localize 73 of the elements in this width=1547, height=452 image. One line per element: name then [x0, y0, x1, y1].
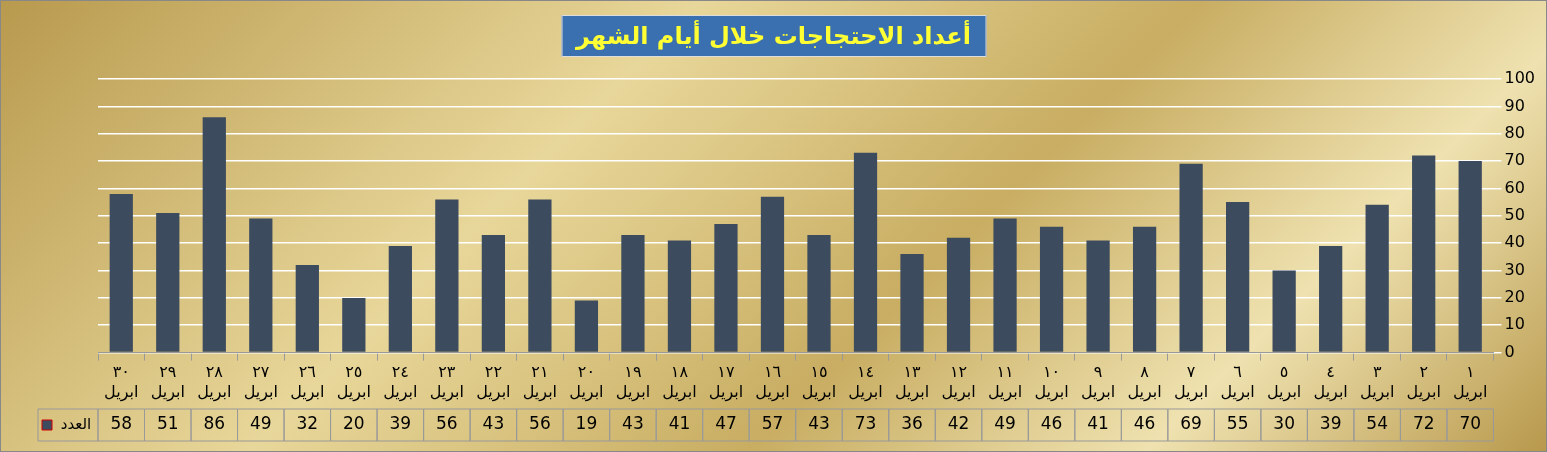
- data-label: 41: [1087, 413, 1109, 434]
- x-tick-label: ١٥ ابريل: [801, 362, 837, 402]
- y-tick-label: 0: [1504, 341, 1515, 361]
- data-label: 49: [249, 413, 272, 434]
- x-tick-label: ٢٩ ابريل: [150, 362, 185, 402]
- data-label: 39: [389, 413, 412, 434]
- x-tick-label: ٧ ابريل: [1173, 362, 1209, 402]
- data-label: 43: [482, 413, 505, 434]
- x-tick-label: ٣ ابريل: [1360, 362, 1395, 402]
- data-label: 47: [715, 413, 737, 434]
- x-tick-label: ١٤ ابريل: [848, 362, 883, 402]
- data-label: 55: [1226, 413, 1249, 434]
- x-tick-label: ٣٠ ابريل: [104, 362, 139, 402]
- y-tick-label: 40: [1504, 232, 1525, 252]
- data-label: 86: [203, 413, 226, 434]
- y-tick-label: 50: [1504, 204, 1525, 224]
- y-tick-label: 10: [1504, 314, 1525, 334]
- data-label: 51: [156, 413, 179, 434]
- data-label: 43: [808, 413, 830, 434]
- legend-label: العدد: [60, 414, 92, 433]
- data-label: 49: [994, 413, 1016, 434]
- data-label: 46: [1040, 413, 1063, 434]
- x-tick-label: ٦ ابريل: [1220, 362, 1255, 402]
- y-tick-label: 70: [1504, 150, 1525, 170]
- x-tick-label: ١٢ ابريل: [941, 362, 976, 402]
- data-label: 30: [1273, 413, 1295, 434]
- y-tick-label: 30: [1504, 259, 1525, 279]
- x-tick-label: ٢١ ابريل: [522, 362, 558, 402]
- y-tick-label: 80: [1504, 122, 1525, 142]
- y-tick-label: 90: [1504, 95, 1525, 115]
- x-tick-label: ٢٢ ابريل: [476, 362, 511, 402]
- data-label: 70: [1459, 413, 1482, 434]
- x-tick-label: ٢٠ ابريل: [569, 362, 604, 402]
- y-tick-label: 20: [1504, 287, 1525, 307]
- chart-title: أعداد الاحتجاجات خلال أيام الشهر: [561, 15, 986, 57]
- x-tick-label: ٥ ابريل: [1266, 362, 1302, 402]
- data-label: 56: [529, 413, 551, 434]
- x-tick-label: ٢٤ ابريل: [383, 362, 418, 402]
- x-tick-label: ٩ ابريل: [1080, 362, 1116, 402]
- y-tick-label: 100: [1504, 68, 1536, 88]
- data-label: 20: [343, 413, 365, 434]
- x-tick-label: ١٦ ابريل: [755, 362, 790, 402]
- x-tick-label: ١٨ ابريل: [662, 362, 697, 402]
- data-label: 36: [901, 413, 923, 434]
- x-tick-label: ٤ ابريل: [1313, 362, 1348, 402]
- x-tick-label: ١١ ابريل: [987, 362, 1023, 402]
- x-tick-label: ١٩ ابريل: [615, 362, 651, 402]
- x-tick-label: ١ ابريل: [1453, 362, 1488, 402]
- y-tick-label: 60: [1504, 177, 1525, 197]
- data-label: 46: [1133, 413, 1156, 434]
- x-tick-label: ٢٧ ابريل: [243, 362, 278, 402]
- data-label: 43: [622, 413, 644, 434]
- data-label: 56: [436, 413, 458, 434]
- x-tick-label: ٨ ابريل: [1127, 362, 1162, 402]
- x-tick-label: ٢٨ ابريل: [197, 362, 232, 402]
- data-label: 42: [947, 413, 970, 434]
- data-label: 69: [1180, 413, 1202, 434]
- x-tick-label: ٢٦ ابريل: [290, 362, 325, 402]
- x-tick-label: ٢٥ ابريل: [336, 362, 371, 402]
- data-label: 39: [1319, 413, 1342, 434]
- x-tick-label: ٢٣ ابريل: [429, 362, 465, 402]
- x-tick-label: ١٧ ابريل: [708, 362, 744, 402]
- data-label: 57: [761, 413, 784, 434]
- data-label: 73: [854, 413, 877, 434]
- data-label: 19: [575, 413, 598, 434]
- x-tick-label: ٢ ابريل: [1406, 362, 1441, 402]
- data-label: 58: [110, 413, 133, 434]
- data-label: 41: [668, 413, 691, 434]
- data-label: 32: [296, 413, 319, 434]
- data-label: 54: [1366, 413, 1388, 434]
- x-tick-label: ١٠ ابريل: [1034, 362, 1069, 402]
- x-tick-label: ١٣ ابريل: [894, 362, 930, 402]
- data-label: 72: [1412, 413, 1435, 434]
